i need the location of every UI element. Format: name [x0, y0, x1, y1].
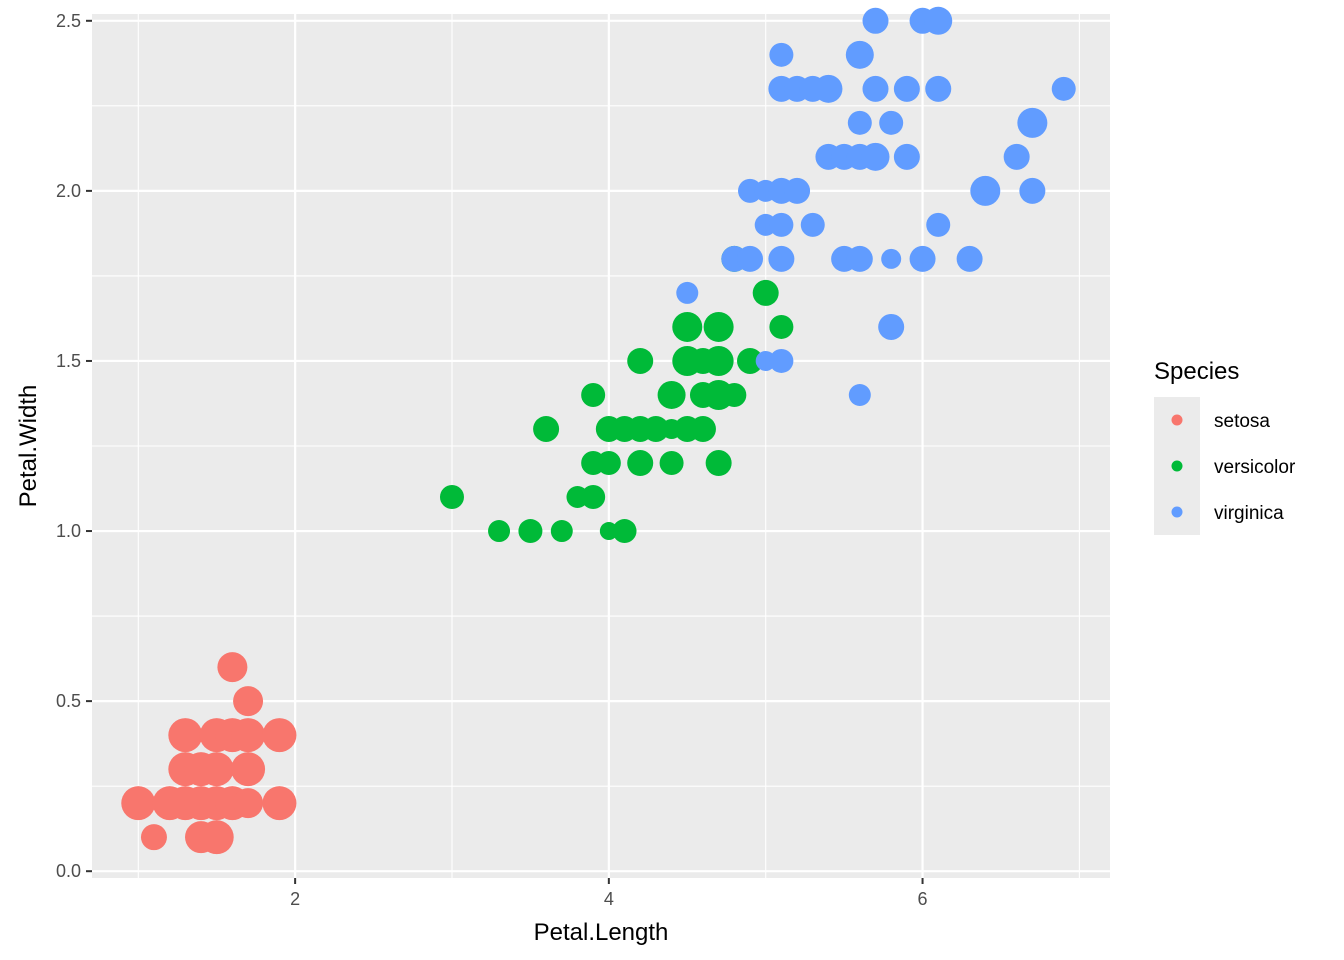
- data-point-virginica: [925, 75, 952, 102]
- data-point-versicolor: [439, 485, 464, 510]
- x-tick-label: 2: [290, 889, 300, 909]
- data-point-virginica: [769, 42, 794, 67]
- data-points: [121, 6, 1076, 855]
- data-point-versicolor: [581, 485, 606, 510]
- minor-gridlines: [92, 14, 1110, 878]
- data-point-virginica: [970, 175, 1001, 206]
- legend-label-versicolor: versicolor: [1214, 457, 1296, 478]
- data-point-versicolor: [627, 450, 654, 477]
- data-point-versicolor: [550, 520, 573, 543]
- x-axis-title: Petal.Length: [534, 919, 669, 946]
- data-point-setosa: [233, 788, 264, 819]
- data-point-virginica: [768, 245, 795, 272]
- data-point-setosa: [233, 686, 264, 717]
- data-point-virginica: [956, 245, 983, 272]
- legend-key-versicolor: [1171, 460, 1183, 472]
- data-point-versicolor: [703, 345, 734, 376]
- legend-title: Species: [1154, 358, 1239, 385]
- data-point-versicolor: [533, 415, 560, 442]
- y-tick-label: 1.0: [56, 521, 81, 541]
- data-point-setosa: [262, 786, 297, 821]
- data-point-versicolor: [612, 519, 637, 544]
- data-point-setosa: [231, 718, 266, 753]
- legend-label-setosa: setosa: [1214, 411, 1270, 432]
- data-point-setosa: [121, 786, 156, 821]
- data-point-versicolor: [737, 347, 764, 374]
- data-point-setosa: [199, 752, 234, 787]
- axes: 2 4 6 0.0 0.5 1.0 1.5 2.0 2.5: [56, 11, 928, 909]
- legend-key-virginica: [1171, 506, 1183, 518]
- data-point-virginica: [924, 6, 953, 35]
- data-point-versicolor: [769, 314, 794, 339]
- data-point-virginica: [879, 110, 904, 135]
- data-point-virginica: [848, 383, 871, 406]
- data-point-setosa: [262, 718, 297, 753]
- data-point-virginica: [1019, 177, 1046, 204]
- data-point-virginica: [814, 74, 843, 103]
- data-point-versicolor: [689, 415, 716, 442]
- data-point-virginica: [738, 178, 763, 203]
- data-point-versicolor: [672, 311, 703, 342]
- data-point-virginica: [862, 7, 889, 34]
- data-point-versicolor: [599, 522, 618, 541]
- y-tick-label: 0.0: [56, 861, 81, 881]
- data-point-versicolor: [705, 450, 732, 477]
- data-point-virginica: [926, 212, 951, 237]
- data-point-setosa: [217, 652, 248, 683]
- legend: Species setosa versicolor virginica: [1154, 358, 1296, 535]
- data-point-setosa: [231, 752, 266, 787]
- data-point-setosa: [140, 824, 167, 851]
- data-point-versicolor: [488, 520, 511, 543]
- data-point-virginica: [800, 212, 825, 237]
- data-point-versicolor: [518, 519, 543, 544]
- data-point-virginica: [676, 281, 699, 304]
- y-axis-title: Petal.Width: [15, 385, 42, 508]
- data-point-virginica: [737, 245, 764, 272]
- data-point-versicolor: [657, 380, 686, 409]
- legend-label-virginica: virginica: [1214, 503, 1284, 524]
- data-point-versicolor: [659, 451, 684, 476]
- data-point-virginica: [878, 313, 905, 340]
- y-tick-label: 2.0: [56, 181, 81, 201]
- data-point-virginica: [784, 177, 811, 204]
- data-point-virginica: [769, 348, 794, 373]
- data-point-setosa: [199, 820, 234, 855]
- data-point-versicolor: [703, 311, 734, 342]
- data-point-virginica: [862, 75, 889, 102]
- x-tick-label: 6: [918, 889, 928, 909]
- data-point-virginica: [893, 143, 920, 170]
- data-point-virginica: [769, 212, 794, 237]
- legend-key-setosa: [1171, 414, 1183, 426]
- x-tick-label: 4: [604, 889, 614, 909]
- data-point-virginica: [1003, 143, 1030, 170]
- data-point-versicolor: [642, 415, 669, 442]
- data-point-versicolor: [596, 451, 621, 476]
- data-point-virginica: [847, 110, 872, 135]
- data-point-versicolor: [752, 279, 779, 306]
- data-point-virginica: [861, 142, 890, 171]
- data-point-setosa: [168, 718, 203, 753]
- y-tick-label: 2.5: [56, 11, 81, 31]
- data-point-versicolor: [627, 347, 654, 374]
- data-point-virginica: [909, 245, 936, 272]
- data-point-versicolor: [722, 382, 747, 407]
- y-tick-label: 1.5: [56, 351, 81, 371]
- data-point-virginica: [1017, 107, 1048, 138]
- data-point-virginica: [893, 75, 920, 102]
- data-point-virginica: [1051, 76, 1076, 101]
- data-point-virginica: [846, 245, 873, 272]
- data-point-versicolor: [581, 382, 606, 407]
- y-tick-label: 0.5: [56, 691, 81, 711]
- data-point-virginica: [881, 248, 902, 269]
- data-point-virginica: [845, 40, 874, 69]
